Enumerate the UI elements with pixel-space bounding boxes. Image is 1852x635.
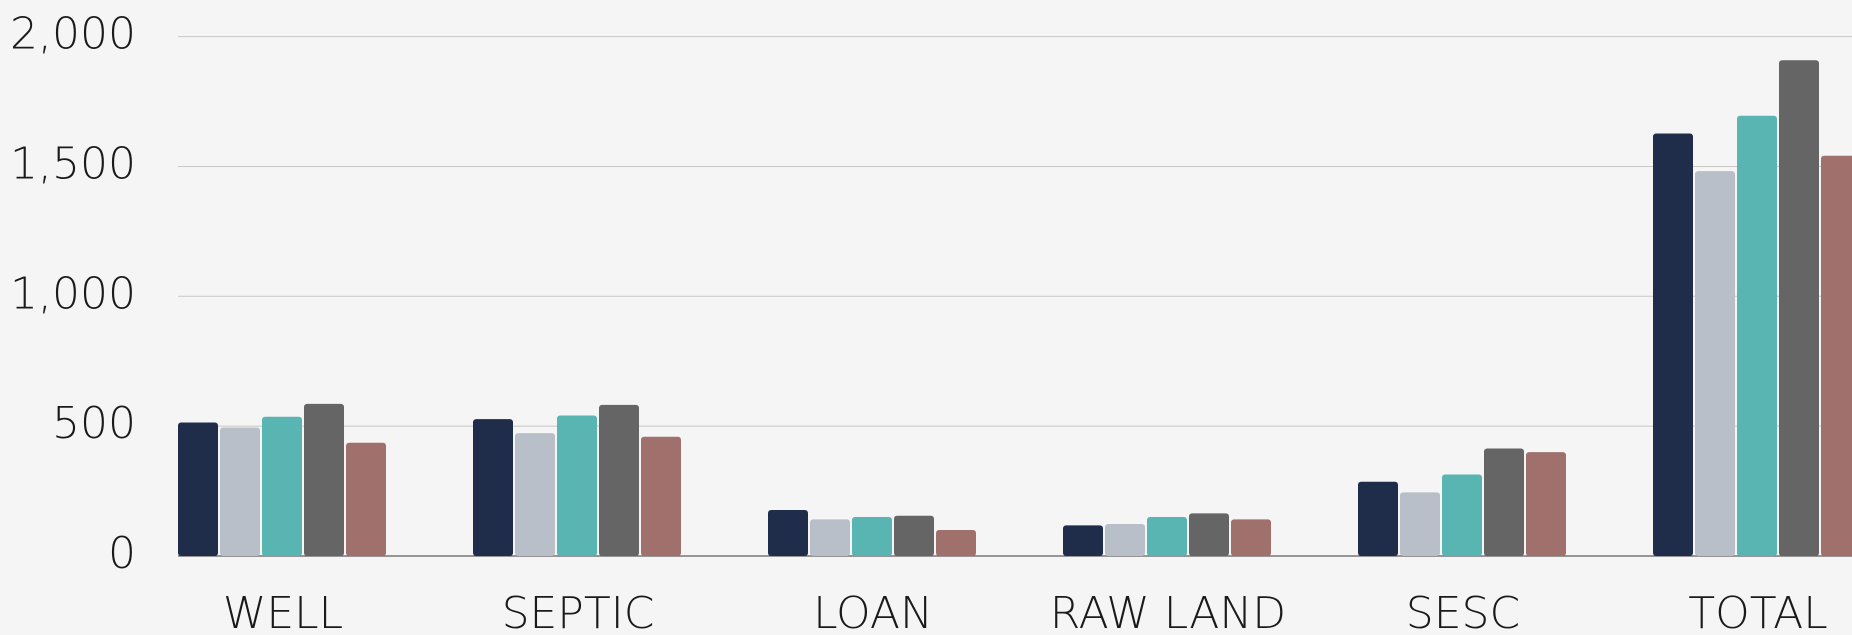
bar — [1400, 492, 1440, 556]
x-tick-label: SESC — [1406, 588, 1520, 635]
bar — [1063, 525, 1103, 556]
bar — [473, 419, 513, 556]
x-tick-label: TOTAL — [1688, 588, 1828, 635]
x-tick-label: SEPTIC — [502, 588, 655, 635]
bar — [936, 530, 976, 556]
bar — [178, 422, 218, 556]
bar — [1442, 474, 1482, 556]
x-tick-label: LOAN — [813, 588, 933, 635]
bar — [852, 517, 892, 556]
bar — [1821, 155, 1852, 556]
bar — [1695, 171, 1735, 556]
bar — [641, 436, 681, 556]
y-tick-label: 0 — [108, 528, 136, 579]
bar — [1484, 448, 1524, 556]
y-tick-label: 2,000 — [10, 9, 136, 60]
bar — [1189, 513, 1229, 556]
bar — [346, 442, 386, 556]
bar — [894, 515, 934, 556]
bar — [1147, 517, 1187, 556]
bar — [1231, 519, 1271, 556]
bar — [220, 427, 260, 556]
y-tick-label: 1,500 — [10, 138, 136, 189]
bar — [1526, 452, 1566, 556]
bar — [599, 404, 639, 556]
y-tick-label: 1,000 — [10, 268, 136, 319]
bar — [1779, 60, 1819, 557]
bar — [1105, 524, 1145, 556]
bar — [557, 415, 597, 556]
bar — [768, 510, 808, 556]
x-tick-label: WELL — [223, 588, 343, 635]
bar — [1358, 481, 1398, 556]
x-tick-label: RAW LAND — [1050, 588, 1286, 635]
bar — [262, 416, 302, 556]
bar — [1737, 115, 1777, 556]
bar — [515, 433, 555, 556]
bar — [1653, 133, 1693, 557]
y-tick-label: 500 — [52, 398, 136, 449]
bar — [810, 519, 850, 556]
bar — [304, 403, 344, 556]
